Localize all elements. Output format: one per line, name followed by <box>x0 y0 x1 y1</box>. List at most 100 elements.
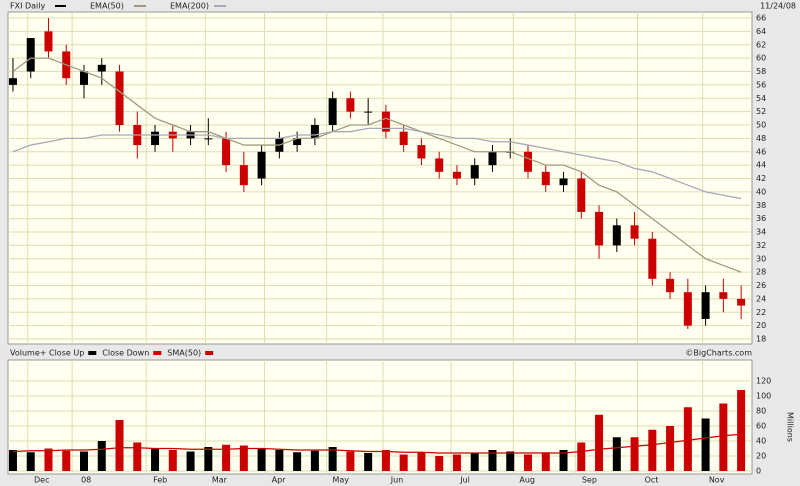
volume-bar <box>452 454 461 471</box>
candle-body <box>204 138 213 140</box>
y-tick-label: 18 <box>756 335 766 344</box>
legend-label: Close Down <box>102 349 149 358</box>
candle-body <box>239 165 248 186</box>
y-tick-label: 28 <box>756 268 766 277</box>
volume-bar <box>737 390 746 471</box>
legend-swatch <box>153 351 162 355</box>
candle-body <box>559 178 568 186</box>
candle-body <box>381 111 390 132</box>
volume-bar <box>328 447 337 471</box>
volume-bar <box>630 437 639 471</box>
y-tick-label: 120 <box>756 377 771 386</box>
y-tick-label: 50 <box>756 121 766 130</box>
x-tick-label: Aug <box>519 476 535 485</box>
volume-bar <box>470 453 479 471</box>
y-tick-label: 20 <box>756 321 766 330</box>
volume-bar <box>204 447 213 471</box>
y-tick-label: 42 <box>756 174 766 183</box>
volume-bar <box>683 407 692 471</box>
volume-bar <box>648 429 657 471</box>
volume-bar <box>222 444 231 471</box>
candle-body <box>293 138 302 146</box>
ema-line <box>12 127 742 200</box>
candle-body <box>364 111 373 113</box>
y-tick-label: 62 <box>756 40 766 49</box>
volume-bar <box>8 450 17 471</box>
volume-bar <box>435 456 444 471</box>
volume-panel <box>7 359 753 475</box>
y-tick-label: 44 <box>756 161 766 170</box>
candle-body <box>310 125 319 139</box>
volume-bar <box>115 420 124 471</box>
y-tick-label: 24 <box>756 294 766 303</box>
volume-bar <box>151 448 160 471</box>
candle-body <box>222 138 231 166</box>
volume-bar <box>346 451 355 471</box>
x-tick-label: Mar <box>212 476 228 485</box>
ema-line <box>12 57 742 273</box>
y-tick-label: 46 <box>756 147 766 156</box>
volume-bar <box>595 414 604 471</box>
candle-body <box>452 171 461 179</box>
candle-body <box>612 225 621 246</box>
volume-bar <box>381 450 390 471</box>
volume-bar <box>364 453 373 471</box>
date: 11/24/08 <box>760 2 796 11</box>
volume-bar <box>44 448 53 471</box>
y-tick-label: 60 <box>756 54 766 63</box>
candle-body <box>630 225 639 239</box>
volume-bar <box>541 452 550 471</box>
candle-body <box>701 292 710 319</box>
y-axis-label: Millions <box>786 412 795 442</box>
volume-bar <box>26 452 35 471</box>
volume-bar <box>559 450 568 471</box>
volume-bar <box>257 448 266 471</box>
candle-body <box>666 278 675 293</box>
credit: ©BigCharts.com <box>685 349 752 358</box>
y-tick-label: 0 <box>756 467 761 476</box>
x-tick-label: Feb <box>153 476 167 485</box>
candle-body <box>328 98 337 125</box>
legend-label: EMA(200) <box>170 2 209 11</box>
volume-bar <box>310 450 319 471</box>
y-tick-label: 56 <box>756 80 766 89</box>
volume-bar <box>612 437 621 471</box>
y-tick-label: 80 <box>756 407 766 416</box>
candle-body <box>257 151 266 179</box>
candle-body <box>595 211 604 246</box>
x-tick-label: Jul <box>459 476 470 485</box>
candle-body <box>648 238 657 279</box>
volume-bar <box>293 452 302 471</box>
candle-body <box>524 151 532 172</box>
candle-body <box>346 98 355 112</box>
candle-body <box>435 158 444 172</box>
y-tick-label: 58 <box>756 67 766 76</box>
y-tick-label: 26 <box>756 281 766 290</box>
volume-bar <box>417 452 426 471</box>
volume-bar <box>399 454 408 471</box>
candle-body <box>26 38 35 72</box>
volume-bar <box>168 450 177 471</box>
volume-bar <box>506 451 515 471</box>
volume-bar <box>488 450 497 471</box>
y-tick-label: 64 <box>756 27 766 36</box>
volume-bar <box>62 450 71 471</box>
x-tick-label: May <box>332 476 349 485</box>
volume-bar <box>275 450 284 471</box>
x-tick-label: Oct <box>645 476 659 485</box>
candle-body <box>719 292 728 299</box>
y-tick-label: 48 <box>756 134 766 143</box>
volume-bar <box>577 442 586 471</box>
legend-swatch <box>205 351 214 355</box>
y-tick-label: 34 <box>756 228 766 237</box>
volume-bar <box>239 445 248 471</box>
legend-label: Volume+ Close Up <box>10 349 84 358</box>
candle-body <box>8 78 17 85</box>
candle-body <box>683 292 692 326</box>
y-tick-label: 22 <box>756 308 766 317</box>
y-tick-label: 30 <box>756 254 766 263</box>
x-tick-label: Jun <box>390 476 404 485</box>
legend-label: EMA(50) <box>90 2 124 11</box>
candle-body <box>488 151 497 166</box>
